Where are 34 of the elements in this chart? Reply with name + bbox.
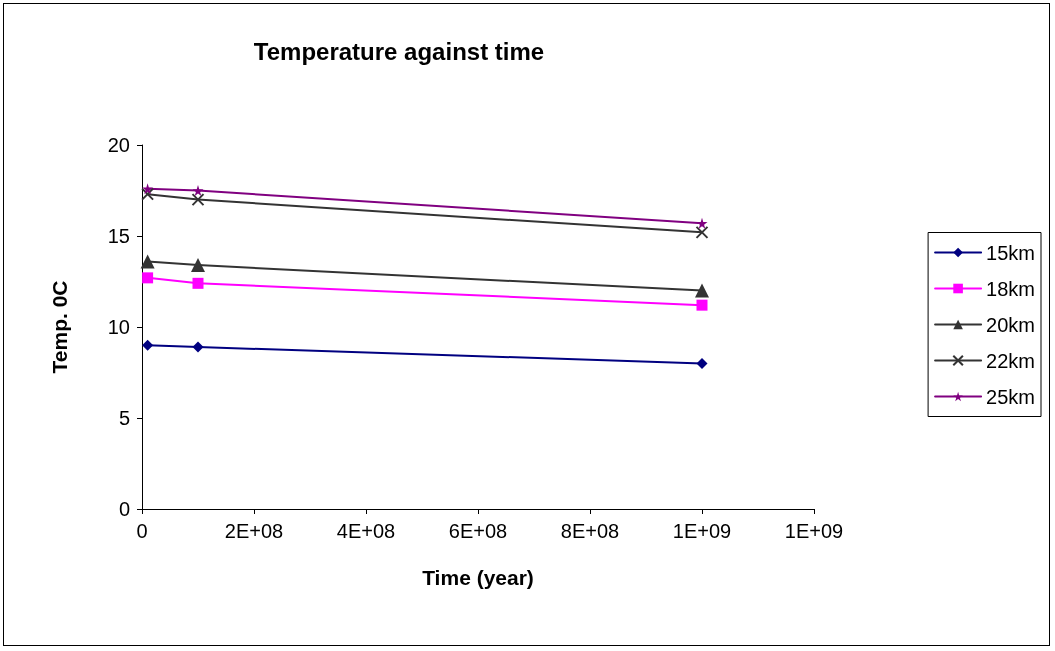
legend-label: 15km [986, 241, 1035, 264]
point [696, 299, 708, 311]
x-tick-label: 8E+08 [560, 520, 620, 542]
y-tick-label: 10 [107, 316, 130, 338]
point [696, 357, 708, 369]
x-tick-label: 1E+09 [672, 520, 732, 542]
legend-label: 22km [986, 349, 1035, 372]
y-tick-label: 15 [107, 225, 130, 247]
point [695, 283, 709, 298]
legend-label: 25km [986, 385, 1035, 408]
point [142, 339, 154, 351]
chart-title: Temperature against time [253, 37, 545, 65]
y-tick-label: 20 [107, 134, 130, 156]
legend-label: 18km [986, 277, 1035, 300]
point [191, 258, 205, 273]
x-axis-title: Time (year) [422, 566, 534, 589]
point [192, 341, 204, 353]
x-tick-label: 0 [136, 520, 148, 542]
x-tick-label: 6E+08 [448, 520, 508, 542]
x-tick-label: 1E+09 [784, 520, 844, 542]
point [141, 187, 155, 201]
x-tick-label: 4E+08 [336, 520, 396, 542]
point [695, 225, 709, 239]
y-tick-label: 0 [118, 498, 130, 520]
point [142, 272, 154, 284]
point [192, 185, 204, 196]
point [140, 254, 155, 269]
y-axis-title: Temp. 0C [48, 280, 71, 374]
point [191, 193, 205, 207]
legend-label: 20km [986, 313, 1035, 336]
point [142, 183, 154, 195]
point [192, 277, 204, 289]
y-tick-label: 5 [118, 407, 130, 429]
x-tick-label: 2E+08 [224, 520, 284, 542]
